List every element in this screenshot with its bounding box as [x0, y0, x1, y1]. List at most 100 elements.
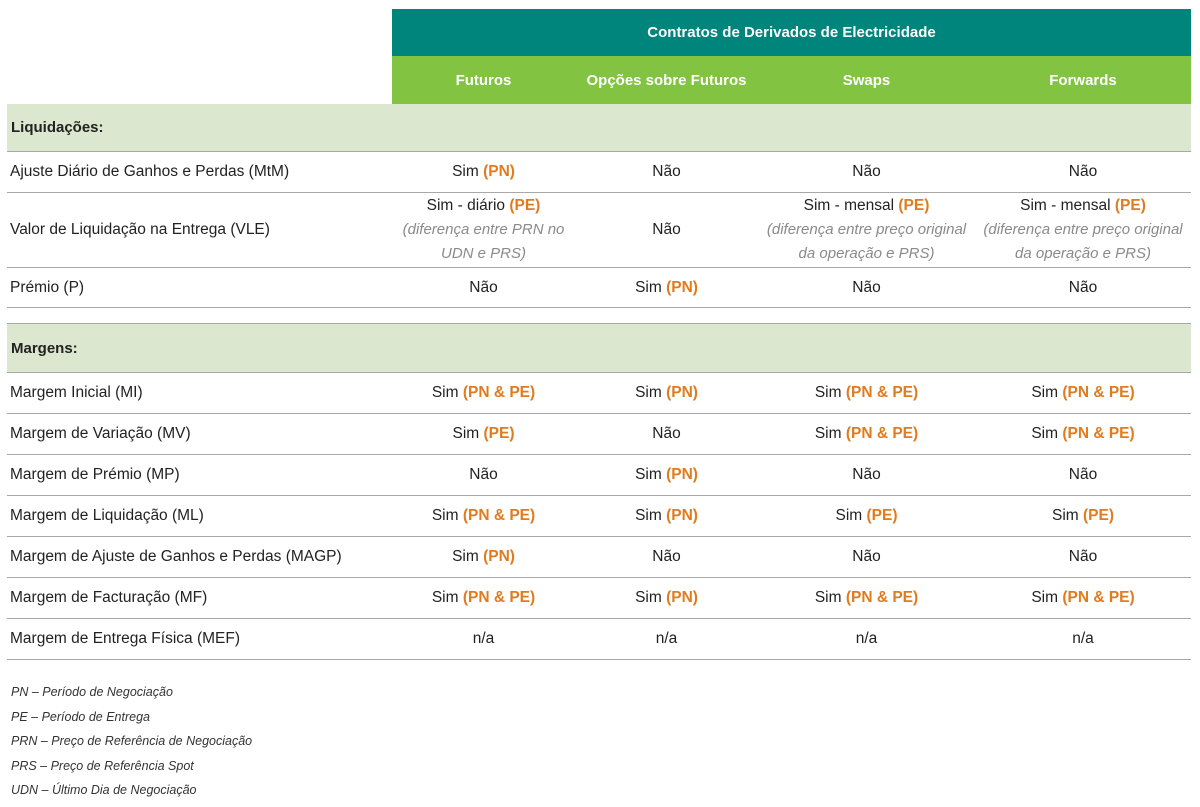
cell-note: (diferença entre preço original [766, 221, 967, 238]
cell-value: Sim [635, 589, 662, 606]
column-header-opcoes: Opções sobre Futuros [586, 71, 747, 89]
cell-value: Sim [635, 466, 662, 483]
cell-value: n/a [655, 630, 678, 647]
table-cell: Sim (PN) [575, 268, 758, 307]
abbreviation-legend: PN – Período de Negociação PE – Período … [11, 680, 252, 803]
table-cell: Sim (PN & PE) [975, 578, 1191, 618]
table-row: Margem de Facturação (MF) Sim (PN & PE) … [7, 578, 1191, 619]
table-cell: Sim (PN & PE) [758, 414, 975, 454]
table-cell: Sim (PN & PE) [392, 496, 575, 536]
table-cell: Não [758, 537, 975, 577]
legend-item: PRN – Preço de Referência de Negociação [11, 734, 253, 748]
table-cell: Sim (PN & PE) [975, 414, 1191, 454]
cell-value: Sim [1031, 425, 1059, 442]
cell-value: Sim [1031, 384, 1059, 401]
table-title: Contratos de Derivados de Electricidade [392, 9, 1191, 56]
table-cell: Não [575, 152, 758, 192]
table-cell: Não [758, 268, 975, 307]
row-label: Ajuste Diário de Ganhos e Perdas (MtM) [10, 163, 290, 180]
table-cell: Não [575, 193, 758, 267]
table-row: Ajuste Diário de Ganhos e Perdas (MtM) S… [7, 152, 1191, 193]
comparison-table: Liquidações: Ajuste Diário de Ganhos e P… [7, 104, 1191, 660]
column-header-swaps: Swaps [842, 71, 891, 89]
table-cell: Sim - mensal (PE) (diferença entre preço… [975, 193, 1191, 267]
table-cell: Sim (PN & PE) [392, 578, 575, 618]
legend-item: UDN – Último Dia de Negociação [11, 783, 197, 797]
cell-value: Sim [452, 425, 480, 442]
table-cell: Sim (PN) [392, 152, 575, 192]
cell-note: da operação e PRS) [798, 245, 935, 262]
cell-value: Sim [635, 278, 662, 296]
table-row: Prémio (P) Não Sim (PN) Não Não [7, 268, 1191, 308]
cell-value: Sim [431, 507, 459, 524]
row-label: Margem de Entrega Física (MEF) [10, 630, 240, 647]
cell-tag: (PN) [483, 548, 515, 565]
table-cell: Não [758, 152, 975, 192]
cell-value: Não [852, 163, 881, 180]
table-cell: Sim - diário (PE) (diferença entre PRN n… [392, 193, 575, 267]
cell-value: Sim [431, 384, 459, 401]
table-cell: Não [975, 537, 1191, 577]
cell-tag: (PN & PE) [462, 589, 536, 606]
cell-value: Sim [814, 589, 842, 606]
cell-value: Não [852, 278, 881, 296]
table-cell: Sim (PE) [975, 496, 1191, 536]
cell-value: Sim [635, 507, 662, 524]
legend-item: PRS – Preço de Referência Spot [11, 758, 194, 773]
table-cell: Não [975, 152, 1191, 192]
table-row: Margem de Prémio (MP) Não Sim (PN) Não N… [7, 455, 1191, 496]
cell-tag: (PE) [1083, 507, 1114, 524]
table-cell: Sim (PN & PE) [975, 373, 1191, 413]
cell-note: (diferença entre preço original [983, 221, 1183, 238]
cell-tag: (PN & PE) [845, 384, 919, 401]
table-row: Margem de Variação (MV) Sim (PE) Não Sim… [7, 414, 1191, 455]
cell-tag: (PE) [898, 197, 930, 214]
table-cell: Não [575, 414, 758, 454]
cell-value: Não [1068, 466, 1098, 483]
table-cell: Sim (PN) [575, 373, 758, 413]
cell-value: Sim [635, 384, 662, 401]
table-cell: n/a [392, 619, 575, 659]
cell-value: Sim [835, 507, 863, 524]
cell-tag: (PE) [483, 425, 515, 442]
cell-tag: (PN) [666, 278, 698, 296]
cell-tag: (PN) [483, 163, 515, 180]
cell-tag: (PN & PE) [1062, 384, 1135, 401]
table-cell: n/a [575, 619, 758, 659]
table-row: Margem de Liquidação (ML) Sim (PN & PE) … [7, 496, 1191, 537]
cell-value: n/a [472, 630, 495, 647]
cell-value: Não [469, 466, 498, 483]
row-label: Valor de Liquidação na Entrega (VLE) [10, 221, 270, 238]
table-row: Margem Inicial (MI) Sim (PN & PE) Sim (P… [7, 373, 1191, 414]
cell-value: Não [469, 278, 498, 296]
cell-value: n/a [1072, 630, 1094, 647]
row-label: Margem de Prémio (MP) [10, 466, 180, 483]
table-cell: Não [975, 268, 1191, 307]
cell-tag: (PN & PE) [1062, 589, 1135, 606]
cell-tag: (PN) [666, 466, 698, 483]
cell-value: Não [652, 548, 681, 565]
table-cell: Sim (PE) [392, 414, 575, 454]
table-title-text: Contratos de Derivados de Electricidade [647, 24, 936, 41]
section-title: Margens: [11, 339, 78, 357]
cell-value: Sim - diário [426, 197, 506, 214]
row-label: Margem Inicial (MI) [10, 384, 143, 401]
cell-tag: (PN & PE) [462, 507, 536, 524]
table-cell: Sim (PE) [758, 496, 975, 536]
cell-note: UDN e PRS) [440, 245, 526, 262]
table-cell: Não [575, 537, 758, 577]
cell-value: Não [1068, 548, 1098, 565]
row-label: Prémio (P) [10, 278, 85, 296]
cell-tag: (PN & PE) [1062, 425, 1135, 442]
table-cell: Sim (PN) [392, 537, 575, 577]
table-cell: n/a [758, 619, 975, 659]
cell-tag: (PE) [866, 507, 898, 524]
cell-tag: (PE) [509, 197, 541, 214]
cell-value: Não [852, 466, 881, 483]
cell-tag: (PN & PE) [845, 589, 919, 606]
cell-value: n/a [855, 630, 878, 647]
cell-value: Não [1068, 163, 1098, 180]
cell-value: Não [652, 221, 681, 238]
row-label: Margem de Liquidação (ML) [10, 507, 204, 524]
column-header-futuros: Futuros [455, 71, 512, 89]
